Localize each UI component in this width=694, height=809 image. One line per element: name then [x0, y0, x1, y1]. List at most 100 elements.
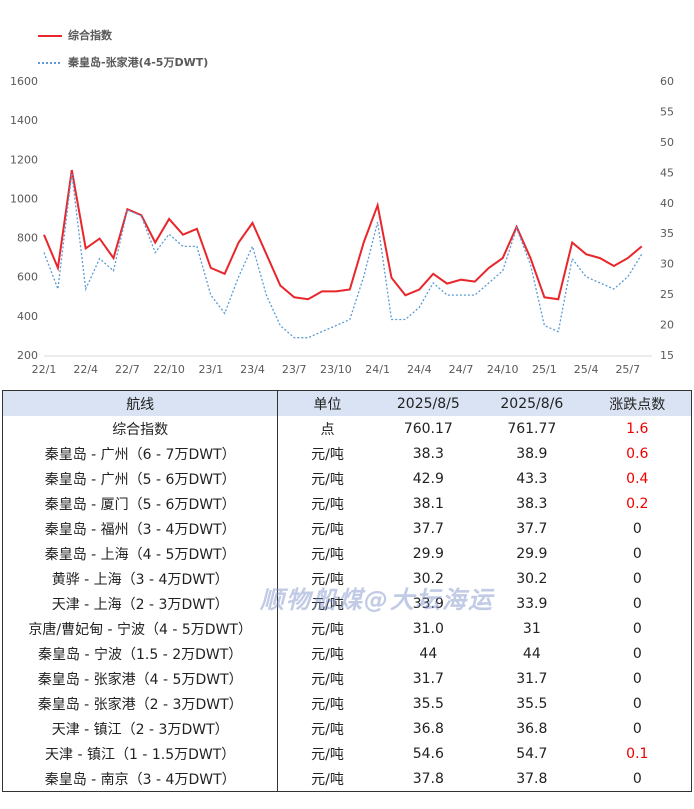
table-cell: 33.9 — [412, 595, 444, 612]
table-cell: 0 — [632, 570, 642, 587]
table-cell: 54.6 — [412, 745, 444, 762]
watermark: 顺物船煤@大坛海运 — [260, 586, 494, 614]
table-cell: 0 — [632, 770, 642, 787]
y-tick-label: 600 — [17, 271, 38, 284]
table-cell: 2025/8/5 — [376, 390, 481, 416]
table-cell: 30.2 — [516, 570, 548, 587]
y-tick-label: 1200 — [10, 153, 38, 166]
table-cell: 54.7 — [516, 745, 548, 762]
table-row: 秦皇岛 - 广州（6 - 7万DWT） 元/吨 38.3 38.9 0.6 — [2, 441, 692, 466]
y-tick-label: 200 — [17, 349, 38, 362]
table-cell: 30.2 — [412, 570, 444, 587]
table-cell: 38.3 — [516, 495, 548, 512]
table-row: 京唐/曹妃甸 - 宁波（4 - 5万DWT） 元/吨 31.0 31 0 — [2, 616, 692, 641]
x-tick-label: 24/1 — [365, 363, 390, 376]
table-cell: 综合指数 — [2, 416, 279, 441]
table-cell: 元/吨 — [311, 571, 344, 588]
x-tick-label: 25/1 — [532, 363, 557, 376]
x-tick-label: 22/7 — [115, 363, 140, 376]
y-tick-label: 800 — [17, 232, 38, 245]
table-cell: 元/吨 — [311, 471, 344, 488]
table-cell: 天津 - 上海（2 - 3万DWT） — [2, 591, 279, 616]
table-cell: 元/吨 — [311, 546, 344, 563]
y-tick-label: 1400 — [10, 114, 38, 127]
table-cell: 秦皇岛 - 张家港（4 - 5万DWT） — [2, 666, 279, 691]
table-cell: 秦皇岛 - 南京（3 - 4万DWT） — [2, 766, 279, 792]
table-cell: 元/吨 — [311, 496, 344, 513]
y2-tick-label: 45 — [660, 166, 674, 179]
table-cell: 760.17 — [403, 420, 453, 437]
table-cell: 37.7 — [516, 520, 548, 537]
table-cell: 31.7 — [412, 670, 444, 687]
table-cell: 761.77 — [507, 420, 557, 437]
table-cell: 0 — [632, 645, 642, 662]
table-cell: 0.1 — [626, 745, 649, 762]
table-cell: 元/吨 — [311, 721, 344, 738]
rate-table: 航线 单位 2025/8/5 2025/8/6 涨跌点数 综合指数 点 760.17 761.7… — [2, 390, 692, 792]
table-cell: 京唐/曹妃甸 - 宁波（4 - 5万DWT） — [2, 616, 279, 641]
y-tick-label: 1600 — [10, 75, 38, 88]
table-cell: 点 — [320, 421, 335, 438]
x-tick-label: 22/10 — [153, 363, 185, 376]
x-tick-label: 25/4 — [574, 363, 599, 376]
table-cell: 35.5 — [412, 695, 444, 712]
table-cell: 元/吨 — [311, 446, 344, 463]
table-cell: 31.0 — [412, 620, 444, 637]
table-cell: 单位 — [277, 390, 377, 416]
table-cell: 元/吨 — [311, 646, 344, 663]
table-cell: 42.9 — [412, 470, 444, 487]
table-cell: 黄骅 - 上海（3 - 4万DWT） — [2, 566, 279, 591]
x-tick-label: 22/4 — [73, 363, 98, 376]
table-cell: 涨跌点数 — [583, 390, 692, 416]
table-cell: 33.9 — [516, 595, 548, 612]
x-tick-label: 23/7 — [282, 363, 307, 376]
x-tick-label: 24/10 — [487, 363, 519, 376]
table-row: 天津 - 镇江（1 - 1.5万DWT） 元/吨 54.6 54.7 0.1 — [2, 741, 692, 766]
table-cell: 0 — [632, 620, 642, 637]
y2-tick-label: 30 — [660, 258, 674, 271]
table-cell: 0.6 — [626, 445, 649, 462]
x-tick-label: 24/4 — [407, 363, 432, 376]
table-cell: 0 — [632, 670, 642, 687]
table-cell: 0 — [632, 695, 642, 712]
y2-tick-label: 35 — [660, 227, 674, 240]
y2-tick-label: 15 — [660, 349, 674, 362]
table-cell: 秦皇岛 - 福州（3 - 4万DWT） — [2, 516, 279, 541]
table-cell: 44 — [522, 645, 541, 662]
table-cell: 元/吨 — [311, 746, 344, 763]
table-cell: 0 — [632, 520, 642, 537]
table-cell: 秦皇岛 - 厦门（5 - 6万DWT） — [2, 491, 279, 516]
table-cell: 元/吨 — [311, 696, 344, 713]
table-row: 秦皇岛 - 福州（3 - 4万DWT） 元/吨 37.7 37.7 0 — [2, 516, 692, 541]
table-row: 秦皇岛 - 张家港（2 - 3万DWT） 元/吨 35.5 35.5 0 — [2, 691, 692, 716]
table-cell: 天津 - 镇江（1 - 1.5万DWT） — [2, 741, 279, 766]
table-cell: 38.9 — [516, 445, 548, 462]
table-cell: 秦皇岛 - 宁波（1.5 - 2万DWT） — [2, 641, 279, 666]
x-tick-label: 25/7 — [615, 363, 640, 376]
table-cell: 0.4 — [626, 470, 649, 487]
x-tick-label: 22/1 — [32, 363, 57, 376]
table-cell: 秦皇岛 - 广州（5 - 6万DWT） — [2, 466, 279, 491]
table-cell: 36.8 — [412, 720, 444, 737]
table-cell: 29.9 — [412, 545, 444, 562]
y-tick-label: 1000 — [10, 192, 38, 205]
y2-tick-label: 50 — [660, 136, 674, 149]
table-row: 天津 - 上海（2 - 3万DWT） 元/吨 33.9 33.9 0 — [2, 591, 692, 616]
table-cell: 天津 - 镇江（2 - 3万DWT） — [2, 716, 279, 741]
table-cell: 36.8 — [516, 720, 548, 737]
table-cell: 37.8 — [516, 770, 548, 787]
table-cell: 0.2 — [626, 495, 649, 512]
table-cell: 元/吨 — [311, 771, 344, 788]
legend-label: 综合指数 — [68, 28, 113, 42]
table-cell: 44 — [419, 645, 438, 662]
y2-tick-label: 60 — [660, 75, 674, 88]
table-cell: 0 — [632, 595, 642, 612]
table-cell: 31.7 — [516, 670, 548, 687]
table-cell: 38.1 — [412, 495, 444, 512]
table-row: 秦皇岛 - 上海（4 - 5万DWT） 元/吨 29.9 29.9 0 — [2, 541, 692, 566]
table-cell: 37.7 — [412, 520, 444, 537]
table-cell: 元/吨 — [311, 596, 344, 613]
table-cell: 元/吨 — [311, 621, 344, 638]
table-row: 秦皇岛 - 广州（5 - 6万DWT） 元/吨 42.9 43.3 0.4 — [2, 466, 692, 491]
